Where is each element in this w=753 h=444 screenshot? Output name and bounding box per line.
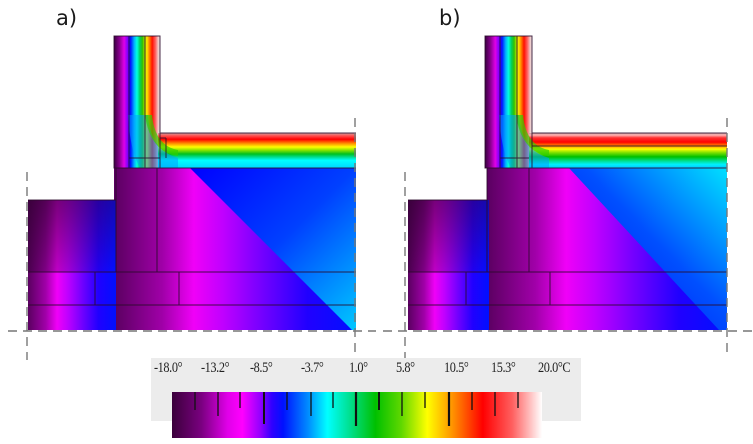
legend-tick-labels: -18.0° -13.2° -8.5° -3.7° 1.0° 5.8° 10.5… (151, 358, 581, 380)
legend-tick: 20.0°C (538, 360, 571, 376)
legend-tick: -13.2° (201, 360, 230, 376)
temperature-legend: -18.0° -13.2° -8.5° -3.7° 1.0° 5.8° 10.5… (151, 358, 581, 438)
thermal-map-panel-a (8, 35, 376, 360)
legend-tick: 10.5° (444, 360, 469, 376)
floor-slab-region (529, 133, 727, 168)
legend-color-bar (172, 392, 542, 438)
cold-zone (190, 168, 356, 330)
legend-tick: -3.7° (301, 360, 324, 376)
legend-tick: -8.5° (250, 360, 273, 376)
panel-b-label: b) (439, 6, 461, 30)
panel-a-label: a) (56, 6, 78, 30)
cold-zone (569, 168, 727, 330)
thermal-map-panel-b (383, 35, 753, 360)
legend-tick: 15.3° (491, 360, 516, 376)
legend-tick: 1.0° (349, 360, 368, 376)
legend-tick: 5.8° (396, 360, 415, 376)
legend-tick: -18.0° (154, 360, 183, 376)
floor-slab-region (158, 133, 356, 168)
